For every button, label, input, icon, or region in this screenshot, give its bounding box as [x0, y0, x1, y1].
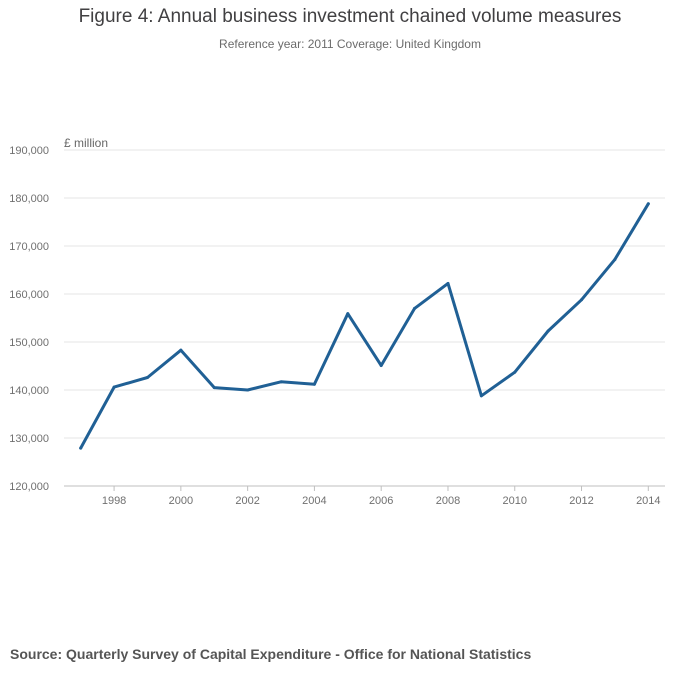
line-chart: 120,000 130,000 140,000 150,000 160,000 170,0…	[9, 136, 665, 507]
y-tick-label: 140,000	[9, 385, 49, 397]
data-point	[379, 364, 383, 368]
y-tick-label: 160,000	[9, 289, 49, 301]
data-point	[646, 202, 650, 206]
data-point	[346, 312, 350, 316]
data-point	[546, 329, 550, 333]
data-point	[112, 385, 116, 389]
y-tick-label: 150,000	[9, 337, 49, 349]
x-tick-label: 2012	[569, 495, 593, 507]
data-point	[513, 370, 517, 374]
x-tick-label: 2008	[436, 495, 460, 507]
x-tick-label: 2002	[235, 495, 259, 507]
chart-title: Figure 4: Annual business investment cha…	[78, 6, 622, 27]
source-note: Source: Quarterly Survey of Capital Expe…	[10, 646, 532, 662]
data-point	[312, 382, 316, 386]
data-point	[246, 388, 250, 392]
x-tick-label: 2000	[169, 495, 193, 507]
data-point	[79, 446, 83, 450]
x-tick-label: 2010	[503, 495, 527, 507]
data-point	[212, 386, 216, 390]
y-axis-unit-label: £ million	[64, 136, 108, 150]
x-tick-label: 2014	[636, 495, 660, 507]
data-point	[613, 257, 617, 261]
data-point	[413, 306, 417, 310]
data-point	[580, 298, 584, 302]
y-tick-label: 170,000	[9, 241, 49, 253]
data-point	[145, 376, 149, 380]
y-tick-label: 120,000	[9, 481, 49, 493]
x-tick-label: 2004	[302, 495, 326, 507]
x-tick-label: 1998	[102, 495, 126, 507]
y-tick-label: 180,000	[9, 193, 49, 205]
y-tick-label: 190,000	[9, 145, 49, 157]
y-tick-label: 130,000	[9, 433, 49, 445]
data-point	[179, 348, 183, 352]
chart-subtitle: Reference year: 2011 Coverage: United Ki…	[219, 37, 481, 51]
data-point	[479, 394, 483, 398]
data-point	[279, 380, 283, 384]
series-line	[79, 202, 650, 450]
data-point	[446, 281, 450, 285]
x-tick-label: 2006	[369, 495, 393, 507]
